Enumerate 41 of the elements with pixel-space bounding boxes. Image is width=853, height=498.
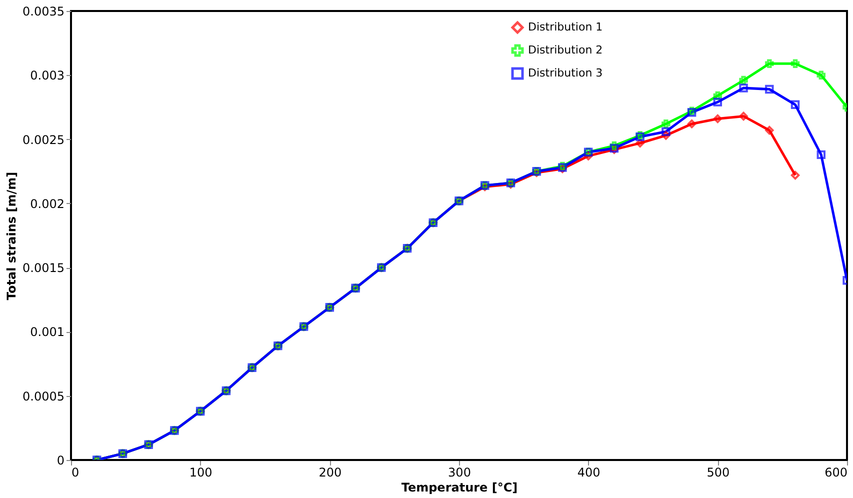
point [765, 59, 774, 68]
point [687, 120, 696, 128]
point [790, 170, 800, 180]
y-tick-label: 0.003 [30, 68, 64, 83]
point [765, 126, 774, 135]
y-tick-label: 0 [56, 454, 64, 468]
y-tick-label: 0.0015 [22, 261, 64, 276]
y-tick-label: 0.001 [30, 325, 64, 340]
x-tick-label: 600 [824, 466, 848, 480]
y-tick-label: 0.0005 [22, 389, 64, 404]
point [790, 100, 800, 110]
legend-label: Distribution 1 [528, 20, 603, 34]
point [765, 84, 774, 94]
legend-label: Distribution 3 [528, 66, 603, 80]
y-tick-label: 0.002 [30, 196, 64, 211]
x-tick-label: 500 [706, 466, 730, 480]
point [713, 98, 722, 106]
y-axis-title: Total strains [m/m] [4, 172, 19, 300]
point [816, 150, 826, 160]
point [610, 141, 619, 150]
y-tick-label: 0.0025 [22, 132, 64, 147]
point [584, 152, 593, 160]
point [739, 112, 748, 121]
point [739, 84, 748, 92]
x-tick-label: 200 [318, 466, 342, 480]
point [739, 76, 748, 85]
legend-label: Distribution 2 [528, 44, 603, 56]
x-tick-label: 400 [577, 466, 600, 480]
point [662, 120, 670, 128]
point [662, 127, 670, 136]
point [713, 114, 722, 124]
point [636, 138, 644, 148]
x-tick-label: 0 [72, 466, 80, 480]
x-tick-label: 100 [189, 466, 212, 480]
x-axis-title: Temperature [°C] [401, 480, 518, 494]
y-tick-label: 0.0035 [22, 4, 64, 18]
point [816, 70, 826, 80]
point [790, 59, 800, 68]
point [713, 91, 722, 100]
x-tick-label: 300 [448, 466, 471, 480]
point [662, 131, 670, 140]
